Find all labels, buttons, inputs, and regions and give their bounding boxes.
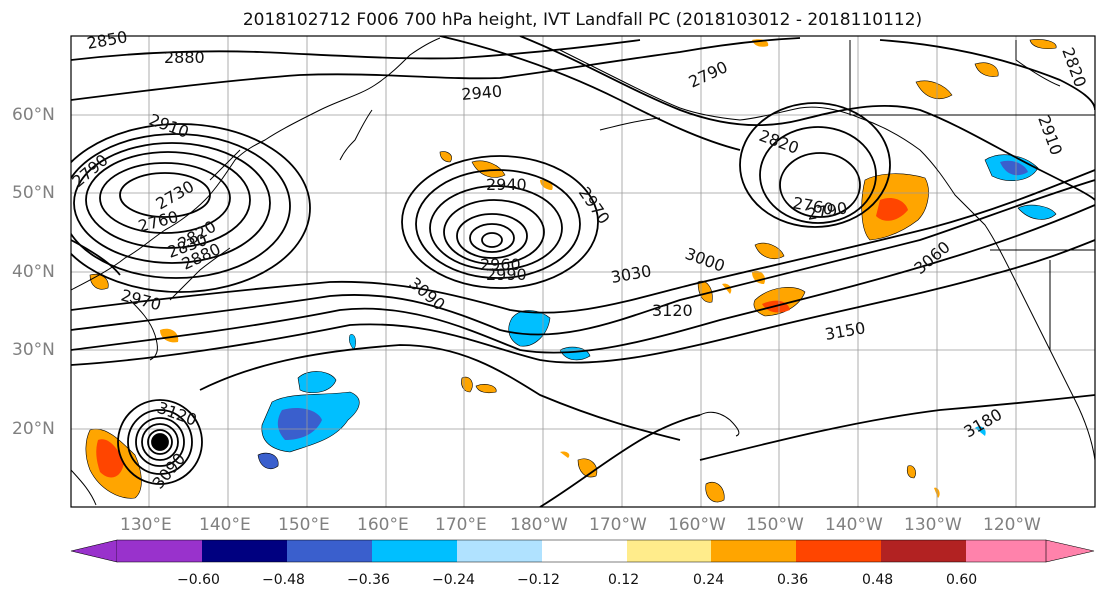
ivt-positive-region xyxy=(705,481,725,503)
contour-label: 2940 xyxy=(461,82,503,104)
contour-label: 2880 xyxy=(164,48,205,67)
lon-label: 160°W xyxy=(668,515,726,535)
colorbar-segment xyxy=(457,540,542,562)
lon-label: 130°W xyxy=(904,515,962,535)
colorbar-tick-label: −0.48 xyxy=(262,572,305,588)
ivt-positive-region xyxy=(915,80,953,100)
colorbar-segment xyxy=(542,540,627,562)
ivt-positive-region xyxy=(160,328,179,343)
colorbar-extend-high xyxy=(1045,539,1095,563)
colorbar-segment xyxy=(117,540,202,562)
ivt-negative-region xyxy=(277,408,322,440)
colorbar-extend-low xyxy=(70,539,118,563)
ivt-shading xyxy=(85,39,1057,503)
ivt-negative-region xyxy=(1000,160,1028,176)
ivt-positive-region xyxy=(1029,39,1057,50)
lon-label: 130°E xyxy=(120,515,172,535)
ivt-negative-region xyxy=(297,371,337,393)
colorbar-tick-label: 0.24 xyxy=(693,572,725,588)
ivt-positive-region xyxy=(471,160,506,178)
ivt-positive-region xyxy=(560,451,570,458)
colorbar-tick-label: −0.12 xyxy=(517,572,560,588)
ivt-positive-region xyxy=(876,198,908,221)
lon-label: 170°W xyxy=(589,515,647,535)
ivt-positive-region xyxy=(96,439,124,478)
colorbar-tick-label: −0.36 xyxy=(347,572,390,588)
lon-label: 120°W xyxy=(983,515,1041,535)
ivt-positive-region xyxy=(475,384,497,394)
contour-label: 2990 xyxy=(486,265,527,284)
map-border xyxy=(70,35,1096,508)
colorbar-tick-label: −0.24 xyxy=(432,572,475,588)
ivt-positive-region xyxy=(752,270,766,284)
lon-label: 140°E xyxy=(199,515,251,535)
contour-label: 2960 xyxy=(480,255,521,274)
ivt-positive-region xyxy=(439,151,452,163)
colorbar-tick-label: 0.48 xyxy=(862,572,894,588)
ivt-negative-region xyxy=(257,452,279,469)
lat-label: 60°N xyxy=(12,105,55,125)
lon-label: 180°W xyxy=(510,515,568,535)
lon-label: 140°W xyxy=(825,515,883,535)
colorbar-segment xyxy=(202,540,287,562)
lon-label: 150°E xyxy=(278,515,330,535)
colorbar-segment xyxy=(711,540,796,562)
height-contours xyxy=(71,36,1095,507)
colorbar-tick-label: −0.60 xyxy=(177,572,220,588)
lat-label: 30°N xyxy=(12,340,55,360)
ivt-positive-region xyxy=(906,465,916,479)
lon-label: 170°E xyxy=(435,515,487,535)
colorbar xyxy=(70,539,1095,563)
colorbar-tick-label: 0.60 xyxy=(946,572,978,588)
ivt-positive-region xyxy=(974,62,999,77)
colorbar-segment xyxy=(796,540,881,562)
ivt-negative-region xyxy=(1017,204,1057,220)
lat-label: 40°N xyxy=(12,262,55,282)
colorbar-tick-label: 0.36 xyxy=(777,572,809,588)
ivt-positive-region xyxy=(754,242,785,259)
contour-label: 2940 xyxy=(486,175,527,194)
colorbar-segment xyxy=(881,540,966,562)
map-title: 2018102712 F006 700 hPa height, IVT Land… xyxy=(242,10,923,30)
colorbar-tick-label: 0.12 xyxy=(608,572,640,588)
colorbar-segment xyxy=(627,540,711,562)
lat-label: 50°N xyxy=(12,183,55,203)
contour-label: 3120 xyxy=(652,301,693,320)
ivt-negative-region xyxy=(508,310,551,347)
colorbar-segment xyxy=(966,540,1046,562)
lat-label: 20°N xyxy=(12,419,55,439)
lon-label: 150°W xyxy=(746,515,804,535)
lon-label: 160°E xyxy=(357,515,409,535)
colorbar-segment xyxy=(287,540,372,562)
colorbar-segment xyxy=(372,540,457,562)
